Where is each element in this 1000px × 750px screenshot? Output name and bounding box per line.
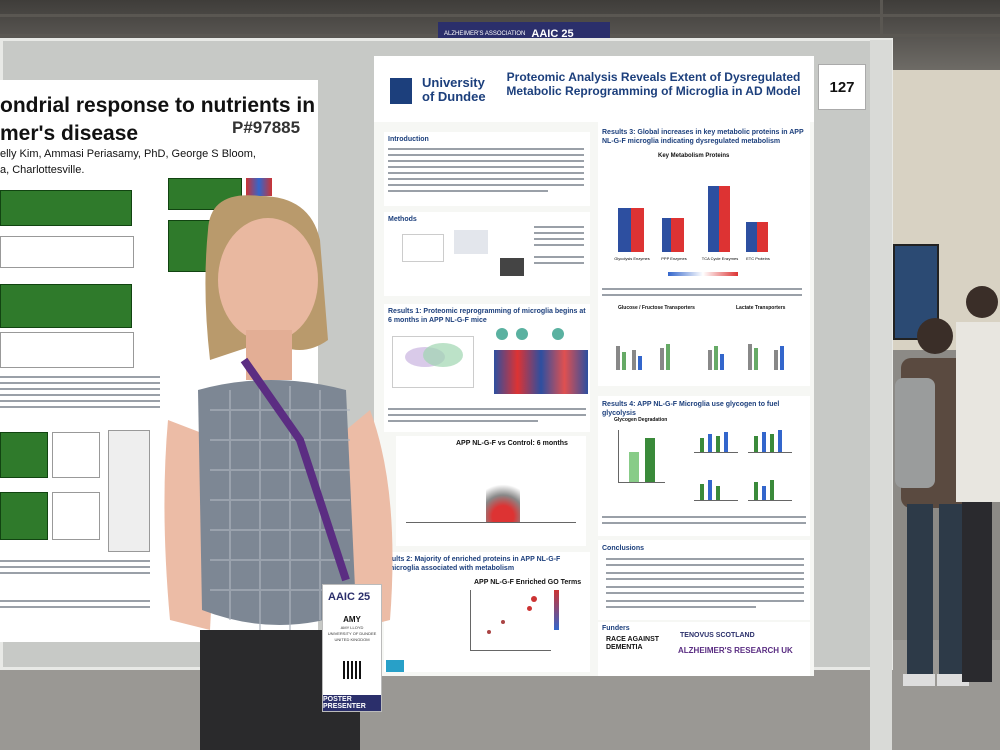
alzheimers-research-uk-logo: ALZHEIMER'S RESEARCH UK: [678, 646, 806, 655]
go-terms-plot: [470, 590, 551, 651]
heatmap-tca: [708, 186, 730, 252]
qr-code-icon: [343, 661, 361, 679]
key-metabolism-title: Key Metabolism Proteins: [658, 152, 729, 161]
board-frame: [870, 40, 892, 750]
microscopy-panel: [0, 432, 48, 478]
results3-heading: Results 3: Global increases in key metab…: [602, 128, 806, 146]
western-blot: [108, 430, 150, 552]
left-authors-line1: elly Kim, Ammasi Periasamy, PhD, George …: [0, 146, 318, 162]
presenter-person: [150, 190, 430, 750]
background-person: [952, 282, 1000, 702]
banner-org: ALZHEIMER'S ASSOCIATION: [444, 31, 525, 37]
race-against-dementia-logo: RACE AGAINST DEMENTIA: [606, 636, 662, 652]
small-bar-chart: [748, 476, 792, 501]
tenovus-logo: TENOVUS SCOTLAND: [680, 632, 808, 639]
section-conclusions: Conclusions: [598, 540, 810, 620]
badge-role: POSTER PRESENTER: [323, 695, 381, 711]
small-bar-chart: [694, 476, 738, 501]
spectrum-plots: [0, 332, 134, 368]
volcano-title: APP NL-G-F vs Control: 6 months: [456, 439, 568, 448]
poster-title: Proteomic Analysis Reveals Extent of Dys…: [496, 70, 811, 98]
tca-label: TCA Cycle Enzymes: [698, 256, 742, 261]
go-terms-title: APP NL-G-F Enriched GO Terms: [474, 578, 581, 587]
spectrum-plots: [52, 432, 100, 478]
small-bar-chart: [748, 426, 792, 453]
section-funders: Funders RACE AGAINST DEMENTIA TENOVUS SC…: [598, 622, 810, 676]
brain-icon: [454, 230, 488, 254]
mass-spec-icon: [500, 258, 524, 276]
left-title-line1: ondrial response to nutrients in a: [0, 92, 318, 120]
left-poster-authors: elly Kim, Ammasi Periasamy, PhD, George …: [0, 146, 318, 178]
glycolysis-label: Glycolysis Enzymes: [612, 256, 652, 261]
heatmap-etc: [746, 222, 768, 252]
badge-affiliation-line3: UNITED KINGDOM: [323, 637, 381, 643]
heatmap-glycolysis: [618, 208, 644, 252]
ppp-label: PPP Enzymes: [654, 256, 694, 261]
heatmap: [494, 350, 588, 394]
glucose-transporters-title: Glucose / Fructose Transporters: [618, 304, 695, 313]
badge-affiliation: AMY LLOYD UNIVERSITY OF DUNDEE UNITED KI…: [323, 625, 381, 643]
lactate-transporters-title: Lactate Transporters: [736, 304, 785, 313]
conclusions-heading: Conclusions: [602, 544, 644, 553]
badge-name: AMY: [323, 615, 381, 624]
right-poster: University of Dundee Proteomic Analysis …: [374, 56, 814, 676]
microscopy-panel: [0, 190, 132, 226]
badge-event-logo: AAIC 25: [328, 591, 370, 603]
spectrum-plots: [52, 492, 100, 540]
etc-label: ETC Proteins: [738, 256, 778, 261]
glycogen-bar-chart: [618, 430, 665, 483]
section-results3: Results 3: Global increases in key metab…: [598, 122, 810, 330]
funders-heading: Funders: [602, 624, 630, 633]
introduction-heading: Introduction: [388, 135, 429, 144]
left-poster-id: P#97885: [232, 118, 300, 138]
university-name: University of Dundee: [422, 76, 486, 104]
conference-badge: AAIC 25 AMY AMY LLOYD UNIVERSITY OF DUND…: [322, 584, 382, 712]
microscopy-panel: [0, 284, 132, 328]
university-line1: University: [422, 76, 486, 90]
university-shield-icon: [390, 78, 412, 104]
heatmap-ppp: [662, 218, 684, 252]
transporter-bar-charts: [598, 330, 810, 386]
microscopy-panel: [0, 492, 48, 540]
university-line2: of Dundee: [422, 90, 486, 104]
section-results4: Results 4: APP NL-G-F Microglia use glyc…: [598, 396, 810, 536]
poster-number-card: 127: [818, 64, 866, 110]
glycogen-degradation-title: Glycogen Degradation: [614, 416, 667, 425]
small-bar-chart: [694, 426, 738, 453]
spectrum-plots: [0, 236, 134, 268]
left-authors-line2: a, Charlottesville.: [0, 162, 318, 178]
